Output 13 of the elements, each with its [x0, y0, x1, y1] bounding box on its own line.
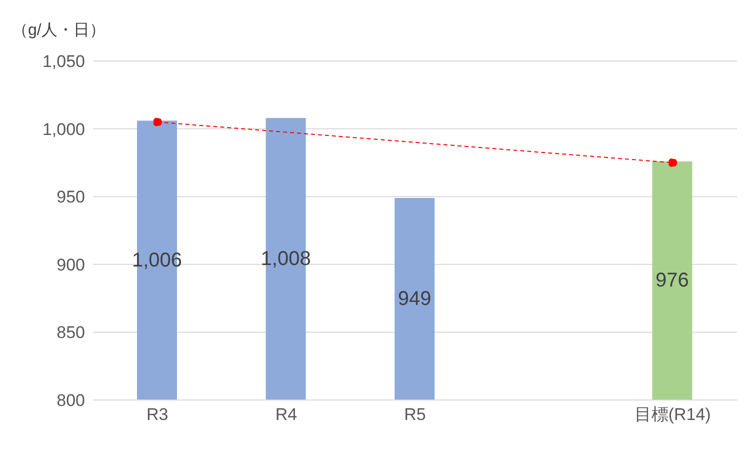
- y-tick-label: 800: [56, 391, 85, 410]
- data-label: 976: [656, 270, 689, 292]
- y-tick-label: 1,050: [42, 52, 85, 72]
- x-tick-label: R3: [146, 405, 168, 424]
- y-axis-title: （g/人・日）: [12, 21, 106, 41]
- x-tick-label: R5: [404, 405, 426, 424]
- y-tick-label: 850: [56, 323, 85, 342]
- x-tick-label: 目標(R14): [634, 405, 711, 424]
- y-tick-label: 900: [56, 255, 85, 274]
- y-tick-label: 950: [56, 188, 85, 207]
- y-tick-label: 1,000: [42, 120, 85, 139]
- data-label: 949: [398, 288, 432, 310]
- x-tick-label: R4: [275, 405, 298, 424]
